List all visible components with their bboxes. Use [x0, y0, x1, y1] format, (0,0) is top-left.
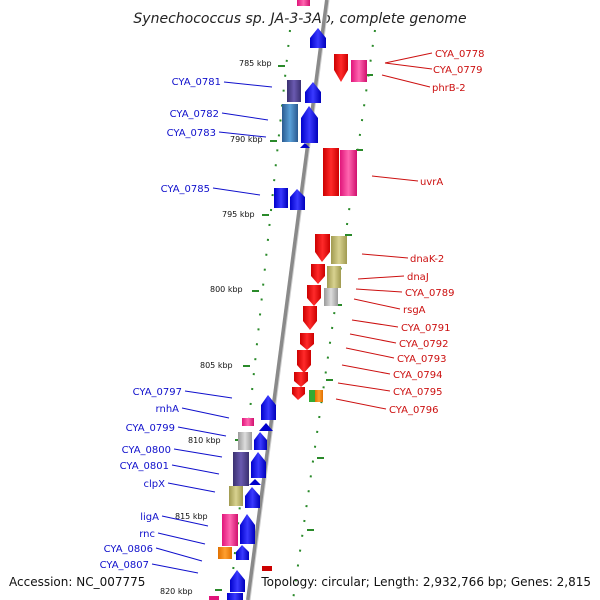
accession-text: Accession: NC_007775 — [9, 575, 145, 589]
gene-label-left[interactable]: CYA_0781 — [172, 77, 221, 88]
gene-label-left[interactable]: CYA_0801 — [120, 461, 169, 472]
gene-box[interactable] — [218, 547, 232, 559]
gene-label-left[interactable]: CYA_0797 — [133, 387, 182, 398]
gene-box[interactable] — [331, 236, 347, 264]
gene-label-right[interactable]: CYA_0793 — [397, 354, 446, 365]
gene-arrow[interactable] — [254, 432, 267, 450]
gene-arrow[interactable] — [300, 143, 310, 148]
gene-label-right[interactable]: CYA_0792 — [399, 339, 448, 350]
gene-box[interactable] — [323, 148, 339, 196]
gene-label-right[interactable]: rsgA — [403, 305, 426, 316]
gene-arrow[interactable] — [334, 54, 348, 82]
gene-box[interactable] — [209, 596, 219, 600]
gene-label-right[interactable]: CYA_0779 — [433, 65, 482, 76]
gene-arrow[interactable] — [249, 479, 261, 485]
gene-box[interactable] — [238, 432, 252, 450]
topology-text: Topology: circular; Length: 2,932,766 bp… — [260, 575, 591, 589]
gene-label-right[interactable]: dnaJ — [407, 272, 429, 283]
gene-arrow[interactable] — [292, 387, 305, 400]
gene-label-left[interactable]: CYA_0782 — [170, 109, 219, 120]
gene-arrow[interactable] — [240, 514, 255, 544]
gene-label-right[interactable]: uvrA — [420, 177, 443, 188]
kbp-tick-820: 820 kbp — [160, 587, 193, 596]
gene-label-left[interactable]: CYA_0799 — [126, 423, 175, 434]
gene-arrow[interactable] — [297, 0, 310, 6]
gene-label-left[interactable]: CYA_0783 — [167, 128, 216, 139]
kbp-tick-815: 815 kbp — [175, 512, 208, 521]
gene-label-left[interactable]: CYA_0806 — [104, 544, 153, 555]
reverse-genes — [209, 54, 367, 600]
kbp-tick-790: 790 kbp — [230, 135, 263, 144]
gene-arrow[interactable] — [315, 234, 330, 262]
right-labels: CYA_0778 CYA_0779 phrB-2 uvrA dnaK-2 dna… — [389, 49, 484, 416]
gene-arrow[interactable] — [307, 285, 321, 306]
gene-box[interactable] — [324, 288, 338, 306]
gene-label-right[interactable]: CYA_0795 — [393, 387, 442, 398]
forward-genes — [218, 0, 326, 600]
kbp-tick-800: 800 kbp — [210, 285, 243, 294]
gene-arrow[interactable] — [259, 423, 273, 431]
gene-box[interactable] — [327, 266, 341, 288]
right-leaders — [335, 52, 433, 410]
gene-box[interactable] — [222, 514, 238, 546]
gene-label-right[interactable]: CYA_0791 — [401, 323, 450, 334]
gene-label-right[interactable]: CYA_0778 — [435, 49, 484, 60]
gene-label-left[interactable]: CYA_0785 — [161, 184, 210, 195]
map-title: Synechococcus sp. JA-3-3Ab, complete gen… — [133, 11, 466, 27]
gene-arrow[interactable] — [251, 452, 266, 478]
gene-arrow[interactable] — [290, 189, 305, 210]
gene-box[interactable] — [282, 104, 298, 142]
gene-box[interactable] — [227, 593, 243, 600]
gene-arrow[interactable] — [297, 350, 311, 373]
gene-arrow[interactable] — [245, 487, 260, 508]
gene-box[interactable] — [340, 150, 357, 196]
kbp-tick-795: 795 kbp — [222, 210, 255, 219]
gene-label-left[interactable]: CYA_0800 — [122, 445, 171, 456]
gene-label-left[interactable]: ligA — [140, 512, 159, 523]
gene-arrow[interactable] — [311, 264, 325, 284]
kbp-tick-785: 785 kbp — [239, 59, 272, 68]
gene-arrow[interactable] — [230, 570, 245, 592]
kbp-ticks: 785 kbp 790 kbp 795 kbp 800 kbp 805 kbp … — [160, 59, 373, 596]
gene-box[interactable] — [309, 390, 315, 402]
gene-box[interactable] — [233, 452, 249, 486]
gene-arrow[interactable] — [301, 106, 318, 143]
gene-arrow[interactable] — [305, 82, 321, 103]
gene-arrow[interactable] — [303, 306, 317, 330]
gene-label-right[interactable]: CYA_0794 — [393, 370, 442, 381]
gene-label-left[interactable]: rnhA — [156, 404, 180, 415]
gene-arrow[interactable] — [300, 333, 314, 350]
left-leaders — [151, 81, 273, 574]
gene-label-right[interactable]: phrB-2 — [432, 83, 466, 94]
left-labels: CYA_0781 CYA_0782 CYA_0783 CYA_0785 CYA_… — [100, 77, 221, 571]
gene-arrow[interactable] — [310, 28, 326, 48]
gene-arrow[interactable] — [236, 545, 249, 560]
gene-label-right[interactable]: dnaK-2 — [410, 254, 444, 265]
gene-label-left[interactable]: CYA_0807 — [100, 560, 149, 571]
gene-label-left[interactable]: clpX — [144, 479, 166, 490]
gene-box[interactable] — [351, 60, 367, 82]
kbp-tick-805: 805 kbp — [200, 361, 233, 370]
left-tick-track — [229, 29, 291, 600]
kbp-tick-810: 810 kbp — [188, 436, 221, 445]
gene-label-left[interactable]: rnc — [139, 529, 155, 540]
gene-box[interactable] — [287, 80, 301, 102]
gene-label-right[interactable]: CYA_0789 — [405, 288, 454, 299]
gene-label-right[interactable]: CYA_0796 — [389, 405, 438, 416]
gene-box[interactable] — [242, 418, 254, 426]
gene-box[interactable] — [262, 566, 272, 571]
gene-box[interactable] — [315, 390, 323, 402]
gene-box[interactable] — [274, 188, 288, 208]
gene-arrow[interactable] — [294, 372, 308, 387]
gene-box[interactable] — [229, 486, 243, 506]
gene-arrow[interactable] — [261, 395, 276, 420]
